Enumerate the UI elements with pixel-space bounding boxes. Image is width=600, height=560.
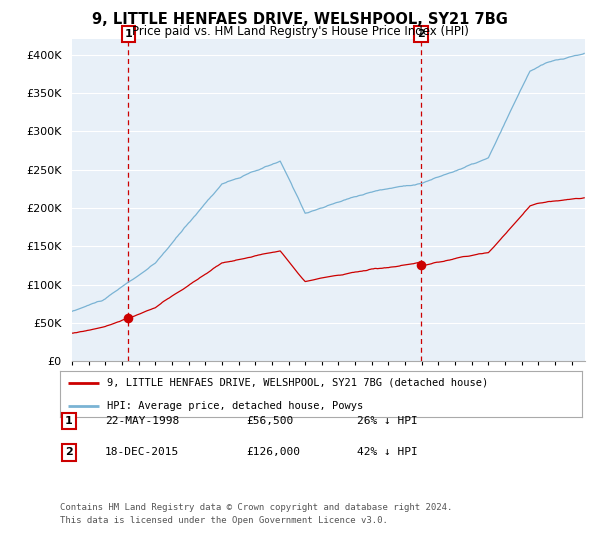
- Text: Contains HM Land Registry data © Crown copyright and database right 2024.: Contains HM Land Registry data © Crown c…: [60, 503, 452, 512]
- Text: Price paid vs. HM Land Registry's House Price Index (HPI): Price paid vs. HM Land Registry's House …: [131, 25, 469, 38]
- Text: 9, LITTLE HENFAES DRIVE, WELSHPOOL, SY21 7BG (detached house): 9, LITTLE HENFAES DRIVE, WELSHPOOL, SY21…: [107, 378, 488, 388]
- Text: 1: 1: [125, 29, 133, 39]
- Text: 26% ↓ HPI: 26% ↓ HPI: [357, 416, 418, 426]
- Text: This data is licensed under the Open Government Licence v3.0.: This data is licensed under the Open Gov…: [60, 516, 388, 525]
- Text: 2: 2: [65, 447, 73, 458]
- Point: [124, 314, 133, 323]
- Text: £56,500: £56,500: [246, 416, 293, 426]
- Text: HPI: Average price, detached house, Powys: HPI: Average price, detached house, Powy…: [107, 401, 363, 410]
- Text: 2: 2: [417, 29, 425, 39]
- Text: £126,000: £126,000: [246, 447, 300, 458]
- Text: 9, LITTLE HENFAES DRIVE, WELSHPOOL, SY21 7BG: 9, LITTLE HENFAES DRIVE, WELSHPOOL, SY21…: [92, 12, 508, 27]
- Point: [416, 260, 426, 269]
- Text: 18-DEC-2015: 18-DEC-2015: [105, 447, 179, 458]
- Text: 22-MAY-1998: 22-MAY-1998: [105, 416, 179, 426]
- Text: 42% ↓ HPI: 42% ↓ HPI: [357, 447, 418, 458]
- Text: 1: 1: [65, 416, 73, 426]
